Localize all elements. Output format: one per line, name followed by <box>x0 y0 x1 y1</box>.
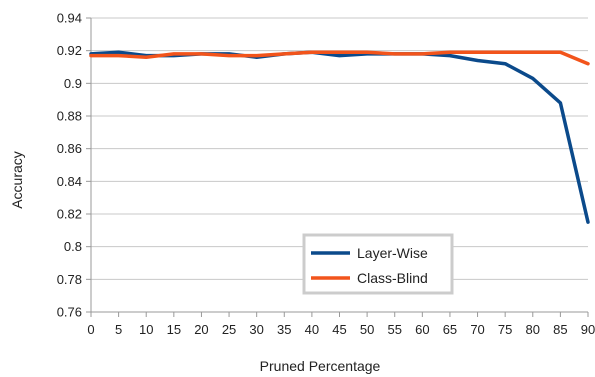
x-tick-label: 70 <box>470 322 484 337</box>
legend-label-layer-wise: Layer-Wise <box>357 245 428 261</box>
x-tick-labels: 0 5 10 15 20 25 30 35 40 45 50 55 60 65 70 75 80 85 90 <box>87 322 595 337</box>
y-tick-label: 0.92 <box>57 43 82 58</box>
x-tick-label: 85 <box>553 322 567 337</box>
x-tick-label: 50 <box>360 322 374 337</box>
y-tick-label: 0.82 <box>57 207 82 222</box>
y-tick-label: 0.76 <box>57 305 82 320</box>
x-axis-label: Pruned Percentage <box>260 358 381 374</box>
axes <box>86 17 589 317</box>
x-tick-label: 25 <box>222 322 236 337</box>
y-tick-label: 0.94 <box>57 11 82 26</box>
x-tick-label: 10 <box>139 322 153 337</box>
y-tick-labels: 0.76 0.78 0.8 0.82 0.84 0.86 0.88 0.9 0.92 0.94 <box>57 11 82 320</box>
x-tick-label: 20 <box>194 322 208 337</box>
x-tick-label: 80 <box>526 322 540 337</box>
legend: Layer-Wise Class-Blind <box>302 233 454 295</box>
x-tick-label: 75 <box>498 322 512 337</box>
x-tick-label: 60 <box>415 322 429 337</box>
y-tick-label: 0.86 <box>57 141 82 156</box>
x-tick-label: 55 <box>387 322 401 337</box>
x-tick-label: 40 <box>305 322 319 337</box>
series-line-layer-wise <box>89 50 590 224</box>
x-tick-label: 35 <box>277 322 291 337</box>
x-tick-label: 30 <box>249 322 263 337</box>
x-tick-label: 45 <box>332 322 346 337</box>
y-tick-label: 0.9 <box>64 76 82 91</box>
y-tick-label: 0.88 <box>57 109 82 124</box>
x-tick-label: 65 <box>443 322 457 337</box>
legend-box <box>302 233 454 295</box>
y-axis-label: Accuracy <box>9 151 25 209</box>
series-lines <box>89 50 590 224</box>
legend-label-class-blind: Class-Blind <box>357 270 428 286</box>
y-tick-label: 0.78 <box>57 272 82 287</box>
y-tick-label: 0.84 <box>57 174 82 189</box>
x-tick-label: 0 <box>87 322 94 337</box>
x-tick-label: 15 <box>167 322 181 337</box>
series-line-class-blind <box>89 50 590 66</box>
x-tick-label: 90 <box>581 322 595 337</box>
y-tick-label: 0.8 <box>64 239 82 254</box>
x-tick-label: 5 <box>115 322 122 337</box>
